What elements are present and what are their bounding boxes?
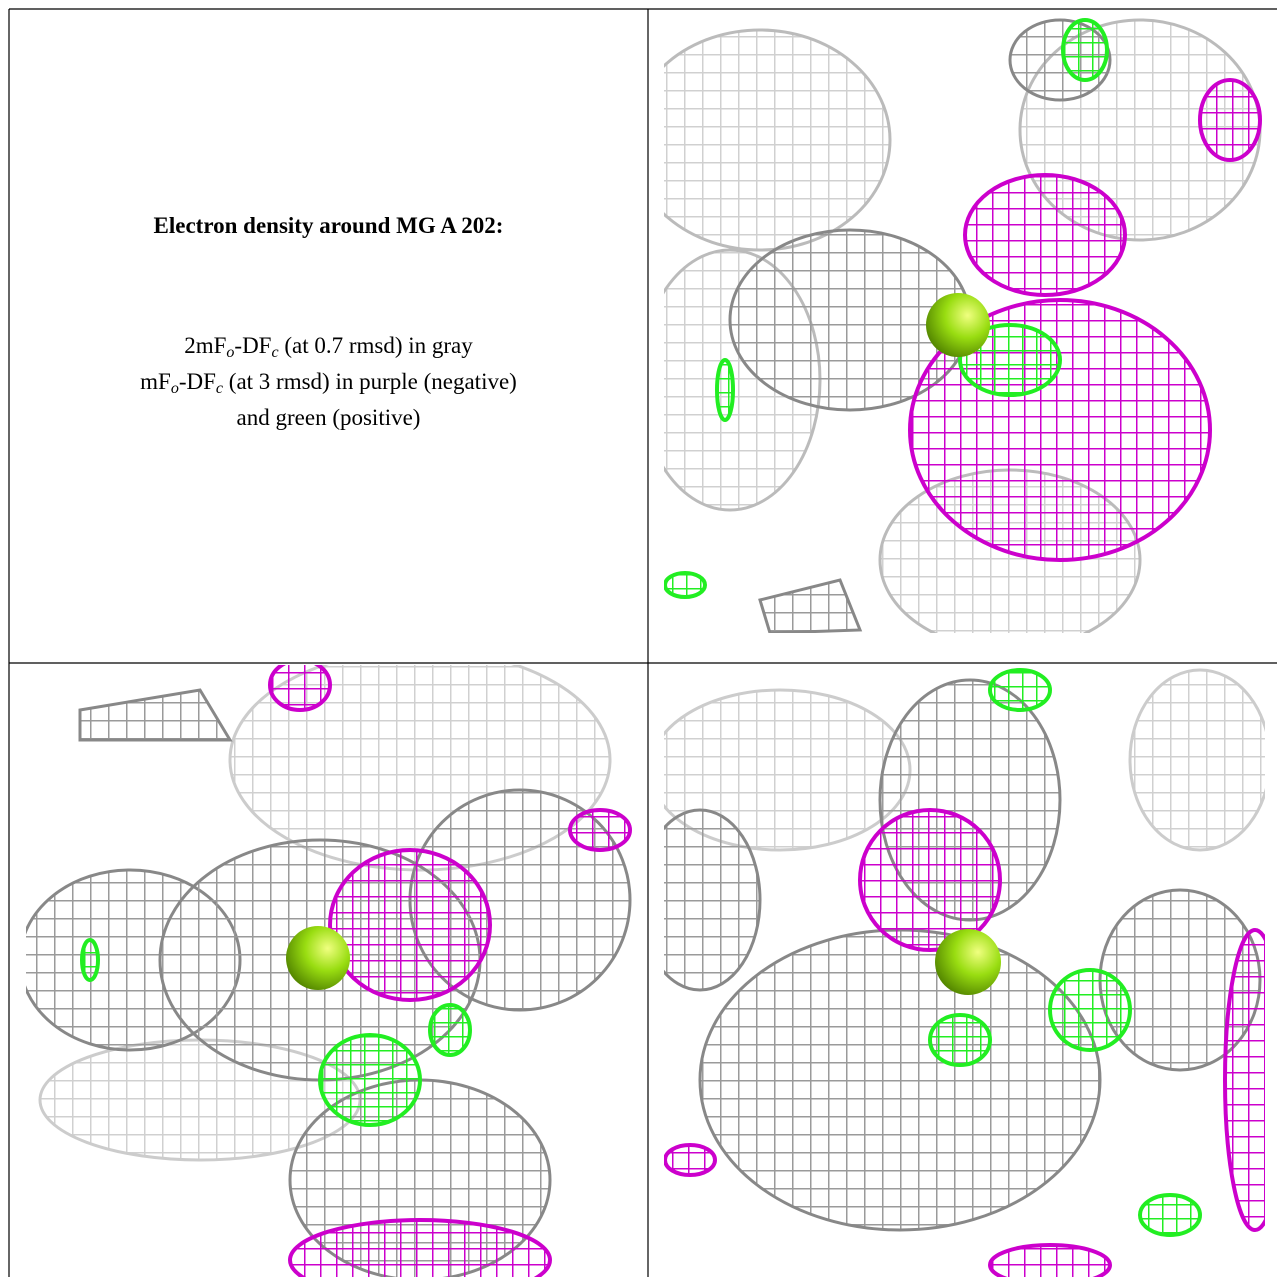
description-line: 2mFo-DFc (at 0.7 rmsd) in gray [10,328,647,364]
density-view-2 [20,650,630,1277]
text-run: 2mF [184,333,226,358]
subscript: o [171,380,179,397]
text-run: and green (positive) [237,405,421,430]
page: Electron density around MG A 202: 2mFo-D… [0,0,1277,1277]
description-line: and green (positive) [10,400,647,436]
subscript: c [216,380,223,397]
description-line: mFo-DFc (at 3 rmsd) in purple (negative) [10,364,647,400]
legend-panel: Electron density around MG A 202: 2mFo-D… [10,10,647,662]
text-run: mF [140,369,171,394]
text-run: -DF [179,369,216,394]
text-run: (at 0.7 rmsd) in gray [279,333,473,358]
text-run: -DF [234,333,271,358]
subscript: c [271,344,278,361]
density-view-1 [630,20,1260,650]
panel-title: Electron density around MG A 202: [10,213,647,239]
text-run: (at 3 rmsd) in purple (negative) [223,369,517,394]
density-view-3 [640,670,1277,1277]
